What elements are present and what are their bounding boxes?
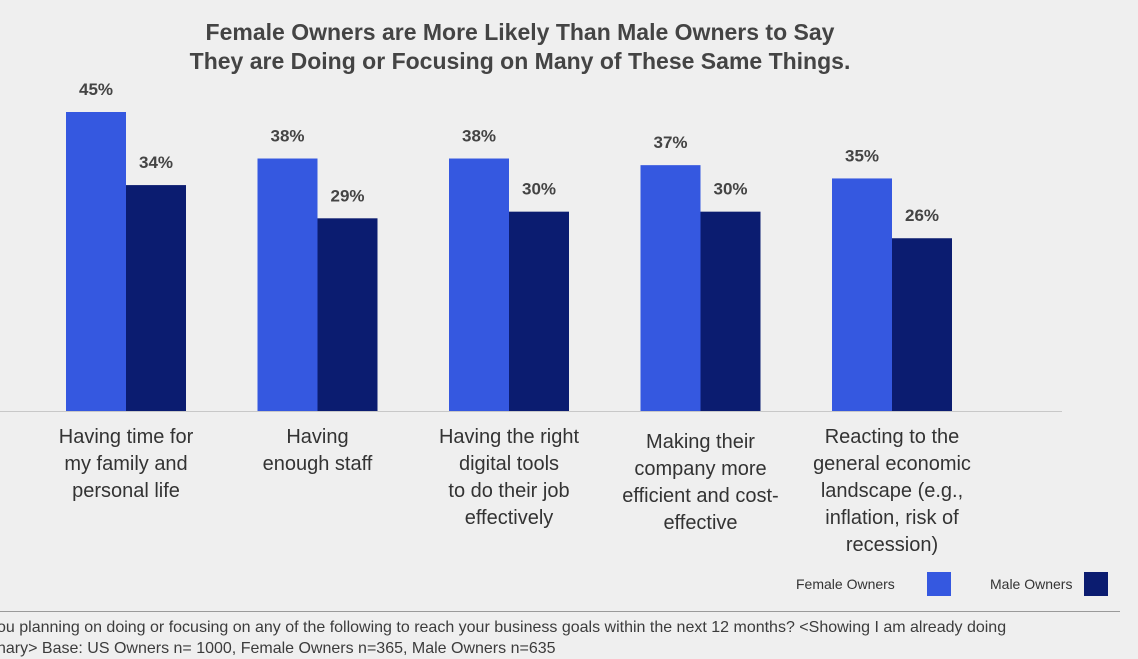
category-label-5-line-1: Reacting to the — [824, 426, 960, 448]
category-label-1-line-3: personal life — [72, 480, 180, 502]
bar-male-owners-2 — [317, 218, 378, 411]
category-label-4-line-4: effective — [663, 512, 738, 534]
category-label-2: Having enough staff — [218, 424, 418, 478]
legend-item-female-owners: Female Owners — [796, 571, 951, 597]
data-label-female-owners-2: 38% — [270, 127, 304, 146]
category-label-3-line-4: effectively — [464, 507, 554, 529]
data-label-male-owners-3: 30% — [522, 180, 556, 199]
bar-female-owners-4 — [640, 165, 701, 411]
data-label-male-owners-5: 26% — [905, 206, 939, 225]
bar-male-owners-4 — [700, 211, 761, 411]
data-label-female-owners-1: 45% — [79, 80, 113, 99]
chart-title-line-1: Female Owners are More Likely Than Male … — [205, 19, 835, 45]
category-label-4-line-3: efficient and cost- — [622, 485, 779, 507]
category-label-3-line-1: Having the right — [438, 426, 580, 448]
legend-swatch-female-owners — [926, 572, 951, 596]
category-label-5-line-2: general economic — [813, 453, 971, 475]
category-label-5: Reacting to the general economic landscape… — [792, 424, 992, 559]
category-label-5-line-5: recession) — [845, 534, 939, 556]
data-label-female-owners-3: 38% — [462, 127, 496, 146]
data-label-male-owners-1: 34% — [139, 153, 173, 172]
bar-male-owners-5 — [892, 238, 952, 411]
category-label-4: Making their company more efficient and co… — [601, 429, 801, 537]
category-label-2-line-1: Having — [286, 426, 349, 448]
footnote-line-2: nary> Base: US Owners n= 1000, Female Ow… — [0, 640, 556, 657]
category-label-3-line-2: digital tools — [458, 453, 560, 475]
bar-female-owners-3 — [449, 158, 509, 411]
legend-swatch-male-owners — [1084, 572, 1109, 596]
footnote-divider — [0, 611, 1120, 612]
data-label-male-owners-2: 29% — [330, 186, 364, 205]
footnote-line-1: ou planning on doing or focusing on any … — [0, 619, 1007, 636]
data-label-male-owners-4: 30% — [713, 180, 747, 199]
category-label-3: Having the right digital tools to do their… — [409, 424, 609, 532]
category-label-3-line-3: to do their job — [448, 480, 570, 502]
category-label-5-line-4: inflation, risk of — [825, 507, 959, 529]
legend-label-male-owners: Male Owners — [990, 576, 1073, 592]
category-label-2-line-2: enough staff — [262, 453, 373, 475]
footnote: ou planning on doing or focusing on any … — [0, 617, 1138, 659]
legend-label-female-owners: Female Owners — [796, 576, 895, 592]
category-label-5-line-3: landscape (e.g., — [820, 480, 964, 502]
legend-item-male-owners: Male Owners — [990, 571, 1109, 597]
bar-female-owners-5 — [832, 178, 892, 411]
category-label-1-line-2: my family and — [64, 453, 188, 475]
bar-chart: 45% 34% 38% 29% 38% 30% 37% 30% 35% 26% — [0, 80, 1062, 412]
chart-title-line-2: They are Doing or Focusing on Many of Th… — [189, 48, 851, 74]
data-label-female-owners-5: 35% — [845, 146, 879, 165]
bar-male-owners-1 — [126, 185, 186, 411]
category-label-1-line-1: Having time for — [58, 426, 194, 448]
bar-female-owners-2 — [257, 158, 318, 411]
data-label-female-owners-4: 37% — [653, 133, 687, 152]
category-label-1: Having time for my family and personal lif… — [26, 424, 226, 505]
category-label-4-line-1: Making their — [646, 431, 755, 453]
chart-title: Female Owners are More Likely Than Male … — [120, 18, 920, 76]
bar-male-owners-3 — [509, 211, 569, 411]
bar-female-owners-1 — [66, 112, 126, 411]
category-label-4-line-2: company more — [634, 458, 767, 480]
